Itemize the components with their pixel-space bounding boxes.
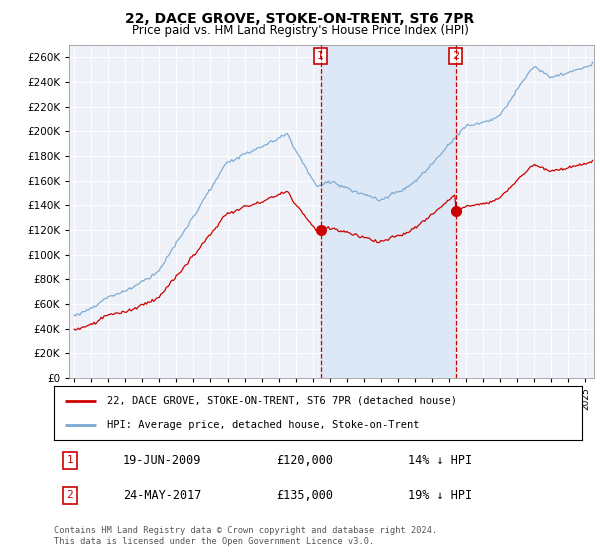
Text: Price paid vs. HM Land Registry's House Price Index (HPI): Price paid vs. HM Land Registry's House …	[131, 24, 469, 36]
Text: HPI: Average price, detached house, Stoke-on-Trent: HPI: Average price, detached house, Stok…	[107, 420, 419, 430]
Text: 22, DACE GROVE, STOKE-ON-TRENT, ST6 7PR (detached house): 22, DACE GROVE, STOKE-ON-TRENT, ST6 7PR …	[107, 396, 457, 406]
Text: 24-MAY-2017: 24-MAY-2017	[122, 489, 201, 502]
Text: 19% ↓ HPI: 19% ↓ HPI	[408, 489, 472, 502]
Bar	[320, 45, 456, 378]
Text: 22, DACE GROVE, STOKE-ON-TRENT, ST6 7PR: 22, DACE GROVE, STOKE-ON-TRENT, ST6 7PR	[125, 12, 475, 26]
Text: 14% ↓ HPI: 14% ↓ HPI	[408, 454, 472, 467]
Text: 1: 1	[317, 51, 324, 61]
Text: Contains HM Land Registry data © Crown copyright and database right 2024.
This d: Contains HM Land Registry data © Crown c…	[54, 526, 437, 546]
Text: 19-JUN-2009: 19-JUN-2009	[122, 454, 201, 467]
Text: £135,000: £135,000	[276, 489, 333, 502]
Text: 2: 2	[452, 51, 460, 61]
Text: 2: 2	[67, 490, 73, 500]
Text: £120,000: £120,000	[276, 454, 333, 467]
Text: 1: 1	[67, 455, 73, 465]
